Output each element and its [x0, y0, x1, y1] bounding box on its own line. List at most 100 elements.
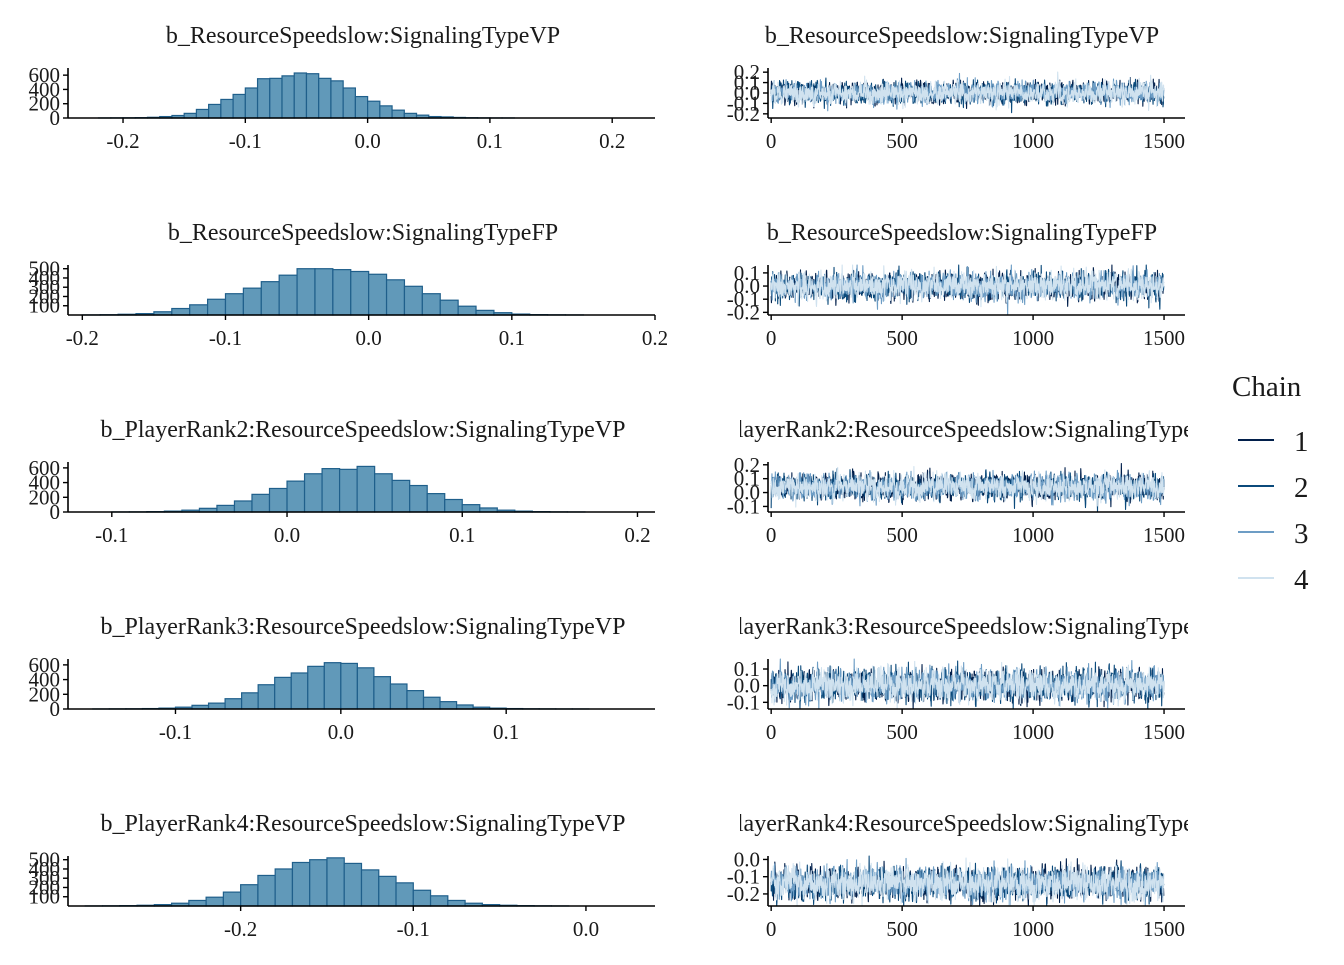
histogram-bar [344, 863, 361, 906]
histogram-bars [85, 858, 568, 906]
histogram-bar [190, 305, 208, 315]
histogram-bar [407, 691, 424, 709]
x-tick-label: -0.1 [159, 720, 192, 744]
panel-title: b_PlayerRank4:ResourceSpeedslow:Signalin… [101, 811, 626, 837]
histogram-bar [258, 875, 275, 906]
x-ticks: -0.1 0.0 0.1 [159, 709, 519, 744]
histogram-bar [327, 858, 344, 906]
y-ticks: -0.10.00.10.2 [727, 453, 768, 519]
panel-title: b_PlayerRank4:ResourceSpeedslow:Signalin… [700, 811, 1225, 837]
histogram-panel-2: b_ResourceSpeedslow:SignalingTypeFP10020… [29, 220, 669, 350]
trace-lines [771, 856, 1164, 906]
histogram-bar [287, 481, 305, 512]
histogram-bar [196, 109, 208, 118]
x-tick-label: -0.1 [229, 129, 262, 153]
x-tick-label: 1000 [1012, 129, 1054, 153]
histogram-bar [234, 501, 252, 512]
x-tick-label: 0.1 [499, 326, 525, 350]
x-tick-label: 500 [886, 917, 918, 941]
x-tick-label: 0 [766, 129, 777, 153]
histogram-bar [374, 677, 391, 709]
x-tick-label: 500 [886, 720, 918, 744]
histogram-bar [258, 685, 275, 709]
histogram-bar [225, 699, 242, 709]
panel-title-group: b_PlayerRank2:ResourceSpeedslow:Signalin… [101, 417, 626, 443]
x-tick-label: 500 [886, 523, 918, 547]
histogram-bar [387, 280, 405, 315]
panel-title: b_ResourceSpeedslow:SignalingTypeVP [765, 23, 1159, 49]
histogram-panel-3: b_PlayerRank2:ResourceSpeedslow:Signalin… [29, 417, 656, 547]
trace-panel-3: b_PlayerRank2:ResourceSpeedslow:Signalin… [700, 417, 1225, 547]
histogram-bar [392, 110, 404, 118]
x-tick-label: 1500 [1143, 523, 1185, 547]
histogram-bar [243, 288, 261, 315]
histogram-panel-5: b_PlayerRank4:ResourceSpeedslow:Signalin… [29, 811, 656, 941]
x-tick-label: -0.2 [66, 326, 99, 350]
histogram-bar [368, 101, 380, 118]
histogram-bar [270, 488, 288, 512]
histogram-bar [258, 79, 270, 118]
panel-title: b_PlayerRank2:ResourceSpeedslow:Signalin… [700, 417, 1225, 443]
histogram-bar [308, 666, 325, 709]
x-tick-label: 1500 [1143, 720, 1185, 744]
x-ticks: 0 500 1000 1500 [766, 512, 1185, 547]
y-tick-label: 500 [29, 848, 61, 872]
histogram-bar [424, 697, 441, 709]
x-tick-label: 0.2 [642, 326, 668, 350]
histogram-bar [217, 505, 235, 512]
histogram-bar [351, 271, 369, 315]
histogram-bar [390, 684, 407, 709]
trace-lines [771, 265, 1164, 315]
histogram-bar [209, 703, 226, 709]
histogram-bar [252, 494, 270, 512]
histogram-bar [331, 81, 343, 118]
histogram-bar [427, 494, 445, 512]
x-tick-label: 500 [886, 129, 918, 153]
histogram-bar [233, 94, 245, 118]
panel-title: b_PlayerRank2:ResourceSpeedslow:Signalin… [101, 417, 626, 443]
histogram-bar [340, 469, 358, 512]
histogram-bar [458, 306, 476, 315]
x-tick-label: 0 [766, 523, 777, 547]
histogram-bar [410, 486, 428, 512]
histogram-bar [404, 286, 422, 315]
histogram-bar [448, 900, 465, 906]
histogram-bar [275, 869, 292, 906]
histogram-bar [208, 299, 226, 315]
x-tick-label: 1000 [1012, 917, 1054, 941]
histogram-bar [315, 269, 333, 315]
y-ticks: -0.2-0.10.0 [727, 847, 768, 905]
x-tick-label: 1000 [1012, 523, 1054, 547]
histogram-bar [221, 99, 233, 118]
histogram-bar [343, 88, 355, 118]
x-tick-label: 0.0 [328, 720, 354, 744]
histogram-bar [294, 73, 306, 118]
histogram-bar [333, 270, 351, 315]
y-tick-label: 0.2 [734, 60, 760, 84]
histogram-bar [292, 862, 309, 906]
panel-title: b_PlayerRank3:ResourceSpeedslow:Signalin… [700, 614, 1225, 640]
y-tick-label: 600 [29, 63, 61, 87]
histogram-bar [369, 274, 387, 315]
histogram-bar [440, 300, 458, 315]
trace-lines [771, 464, 1164, 512]
x-tick-label: 0.1 [477, 129, 503, 153]
trace-lines [771, 72, 1164, 113]
histogram-bars [93, 663, 589, 709]
x-tick-label: 0.2 [599, 129, 625, 153]
x-tick-label: 0.1 [493, 720, 519, 744]
histogram-panel-1: b_ResourceSpeedslow:SignalingTypeVP02004… [29, 23, 656, 153]
y-tick-label: 0.2 [734, 453, 760, 477]
histogram-bar [306, 74, 318, 118]
trace-panel-2: b_ResourceSpeedslow:SignalingTypeFP-0.2-… [727, 220, 1185, 350]
histogram-bar [189, 900, 206, 906]
panel-title-group: b_PlayerRank4:ResourceSpeedslow:Signalin… [101, 811, 626, 837]
histogram-bar [380, 106, 392, 118]
